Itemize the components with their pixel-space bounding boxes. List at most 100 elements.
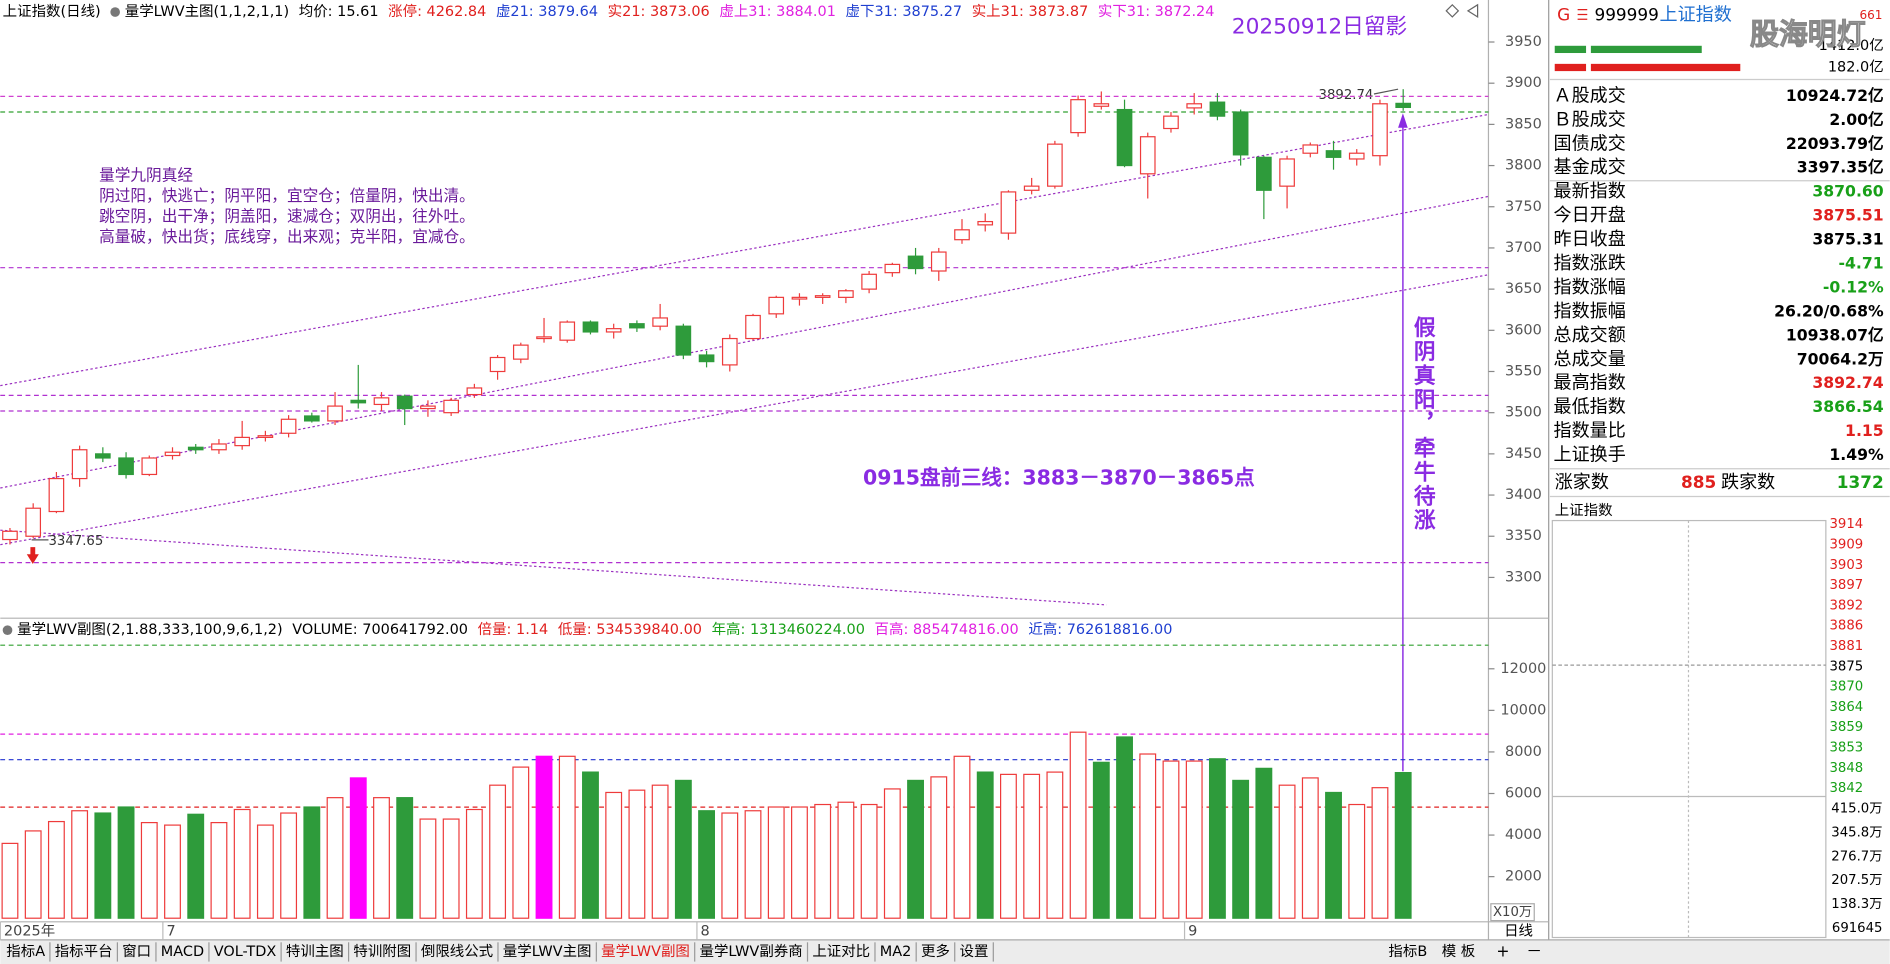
candle-body	[1070, 99, 1086, 134]
mini-volume-label: 276.7万	[1831, 849, 1882, 864]
volume-bar	[94, 812, 112, 919]
icon-back[interactable]	[1466, 3, 1479, 18]
indicator-icon	[110, 7, 120, 17]
volume-bar	[1394, 771, 1412, 919]
volume-bar	[883, 788, 901, 919]
row-value: 3397.35亿	[1797, 158, 1884, 177]
buy-amount: 1412.0亿	[1819, 37, 1884, 54]
candle-body	[71, 449, 88, 480]
tab[interactable]: MACD	[161, 944, 204, 960]
rules-title: 量学九阴真经	[99, 165, 193, 184]
candle-body	[930, 251, 947, 272]
row-label: 总成交额	[1554, 325, 1626, 346]
volume-bar	[1162, 760, 1180, 919]
tab[interactable]: 模 板	[1442, 942, 1476, 960]
volume-bar	[1023, 773, 1041, 919]
row-value: 3892.74	[1812, 373, 1883, 392]
tab[interactable]: 上证对比	[812, 943, 870, 960]
candle-body	[721, 337, 738, 366]
flag: G	[1557, 5, 1570, 25]
row-label: 最低指数	[1554, 397, 1626, 418]
header-item: 年高: 1313460224.00	[712, 621, 865, 638]
mini-price-label: 3848	[1829, 761, 1863, 776]
candle-body	[814, 295, 831, 298]
y-tick-label: 3650	[1505, 281, 1542, 297]
tab[interactable]: 更多	[921, 943, 950, 960]
candle-body	[1116, 108, 1133, 167]
header-item: 实上31: 3873.87	[972, 3, 1089, 20]
arrow-head	[1398, 113, 1408, 128]
header-item: 低量: 534539840.00	[558, 621, 702, 638]
tab[interactable]: 量学LWV主图	[503, 943, 592, 960]
row-value: 26.20/0.68%	[1774, 301, 1884, 320]
y-tick-label: 12000	[1500, 661, 1546, 677]
candle-body	[698, 354, 715, 363]
candle-body	[582, 321, 599, 333]
row-value: 3870.60	[1812, 182, 1883, 201]
tab[interactable]: 特训主图	[286, 943, 344, 960]
tab[interactable]: 量学LWV副图	[601, 943, 690, 960]
zoom-button[interactable]: －	[1526, 941, 1542, 960]
candle-body	[1325, 150, 1342, 158]
tab[interactable]: 设置	[960, 943, 989, 960]
mini-price-label: 3853	[1829, 741, 1863, 756]
trend-line	[0, 113, 1489, 387]
volume-bar	[976, 771, 994, 919]
volume-bar	[1278, 784, 1296, 919]
sell-amount: 182.0亿	[1828, 58, 1884, 75]
volume-bar	[117, 806, 135, 919]
header-item: 百高: 885474816.00	[875, 621, 1019, 638]
vertical-note: 假阴真阳，牵牛待涨	[1410, 316, 1435, 533]
candle-body	[768, 296, 785, 315]
tab[interactable]: 窗口	[122, 942, 151, 960]
x-tick-label: 8	[701, 923, 710, 939]
tab[interactable]: MA2	[880, 944, 912, 960]
candle-body	[977, 220, 994, 226]
y-tick-label: 3800	[1505, 158, 1542, 174]
y-tick-label: 3350	[1505, 528, 1542, 544]
menu-icon[interactable]	[1577, 9, 1588, 20]
volume-bar	[280, 812, 298, 919]
volume-bar	[187, 813, 205, 919]
tab[interactable]: 指标B	[1388, 943, 1427, 960]
header-item: 量学LWV副图(2,1.88,333,100,9,6,1,2)	[17, 621, 282, 638]
tab[interactable]: 指标平台	[55, 943, 113, 960]
candle-body	[95, 453, 111, 459]
volume-bar	[558, 755, 576, 919]
row-label: 指数涨跌	[1554, 253, 1626, 274]
period[interactable]: 日线	[1504, 922, 1533, 939]
icon-diamond[interactable]	[1445, 3, 1460, 18]
up-count: 885	[1681, 472, 1716, 492]
candle-body	[1372, 103, 1388, 157]
tab[interactable]: 量学LWV副券商	[700, 943, 803, 960]
row-value: 22093.79亿	[1786, 134, 1884, 153]
tab[interactable]: 指标A	[6, 943, 45, 960]
volume-bar	[535, 755, 553, 919]
volume-bar	[837, 801, 855, 919]
mini-price-label: 3914	[1829, 517, 1863, 532]
rule-line: 跳空阴，出干净；阴盖阳，速减仓；双阴出，往外吐。	[99, 206, 475, 225]
row-label: 指数涨幅	[1554, 277, 1626, 298]
y-tick-label: 3750	[1505, 199, 1542, 215]
row-label: 昨日收盘	[1554, 229, 1626, 250]
zoom-button[interactable]: +	[1496, 941, 1509, 960]
low-label: 3347.65	[48, 534, 103, 549]
volume-bar	[489, 784, 507, 919]
volume-bar	[419, 818, 437, 919]
volume-bar	[814, 803, 832, 919]
candle-body	[396, 395, 413, 410]
tab[interactable]: 特训附图	[353, 943, 411, 960]
volume-bar	[140, 821, 158, 919]
volume-bar	[349, 777, 367, 919]
volume-bar	[651, 784, 669, 919]
candle-body	[303, 415, 320, 422]
candle-body	[118, 457, 134, 476]
row-label: 国债成交	[1554, 133, 1626, 154]
mini-price-label: 3903	[1829, 558, 1863, 573]
tab[interactable]: VOL-TDX	[214, 944, 277, 960]
volume-bar	[24, 830, 42, 919]
volume-bar	[907, 779, 924, 919]
volume-bar	[47, 820, 65, 919]
tab[interactable]: 倒限线公式	[421, 943, 493, 960]
rule-line: 阴过阳，快逃亡；阴平阳，宜空仓；倍量阴，快出清。	[99, 186, 475, 205]
